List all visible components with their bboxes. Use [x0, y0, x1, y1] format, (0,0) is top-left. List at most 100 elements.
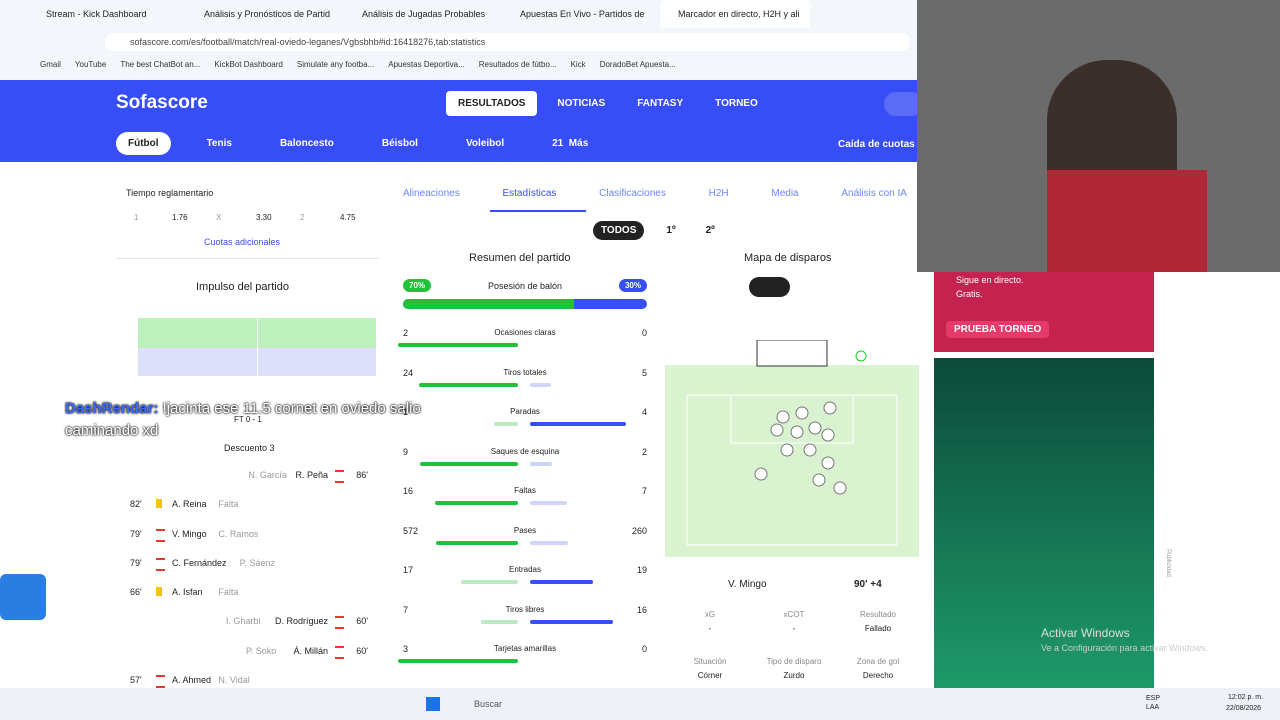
bookmark[interactable]: Gmail — [40, 60, 61, 69]
download-widget[interactable] — [0, 574, 46, 620]
sport[interactable]: Béisbol — [381, 138, 418, 149]
period[interactable]: 1º — [666, 225, 676, 236]
start[interactable] — [426, 697, 440, 711]
secondary: P. Soko — [245, 645, 277, 656]
bar-home — [481, 619, 518, 624]
sport[interactable]: 21 Más — [552, 138, 589, 149]
browser-tab[interactable]: Apuestas En Vivo - Partidos de — [520, 9, 645, 19]
lang: ESP LAA — [1146, 695, 1161, 711]
period[interactable]: 2º — [705, 225, 715, 236]
chat-message: !jacinta ese 11.5 cornet en oviedo salio… — [65, 400, 421, 439]
ad-button[interactable]: PRUEBA TORNEO — [946, 321, 1050, 338]
incident-icon — [156, 675, 165, 689]
bookmark[interactable]: Simulate any footba... — [296, 60, 375, 69]
taskbar-search[interactable]: Buscar — [474, 699, 503, 709]
bar-away — [530, 540, 568, 545]
shot-time: 90' +4 — [854, 579, 882, 590]
page-tab[interactable]: Estadísticas — [502, 188, 557, 199]
bookmark[interactable]: Apuestas Deportiva... — [388, 60, 465, 69]
sport[interactable]: Baloncesto — [279, 138, 334, 149]
bookmark[interactable]: The best ChatBot an... — [120, 60, 201, 69]
stat-home: 1 — [403, 407, 409, 417]
url[interactable]: sofascore.com/es/football/match/real-ovi… — [130, 37, 486, 47]
menu-item[interactable]: FANTASY — [637, 98, 684, 109]
incident-icon — [156, 528, 165, 542]
field-value: Zurdo — [783, 671, 805, 680]
stat-name: Tiros libres — [505, 604, 545, 614]
incident-icon — [335, 470, 344, 483]
player: Á. Millán — [293, 645, 328, 656]
stat-away: 4 — [641, 407, 647, 417]
date: 22/08/2026 — [1226, 705, 1262, 712]
chat-user: DashRendar: — [65, 400, 159, 417]
incident: 79' C. Fernández P. Sáenz — [126, 554, 376, 583]
stat-row: 16 Faltas 7 — [403, 484, 647, 524]
pitch — [665, 340, 919, 557]
odds-cell[interactable]: 4.75 — [340, 213, 356, 222]
secondary: C. Ramos — [218, 528, 259, 539]
odds-cell[interactable]: 3.30 — [256, 213, 272, 222]
player: A. Isfan — [172, 587, 203, 598]
browser-tab[interactable]: Stream - Kick Dashboard — [46, 9, 147, 19]
page-tab[interactable]: Análisis con IA — [841, 188, 907, 199]
minute: 66' — [130, 587, 142, 598]
incident: 79' V. Mingo C. Ramos — [126, 525, 376, 554]
shot-field: Resultado Fallado — [836, 610, 920, 633]
browser-tab[interactable]: Análisis y Pronósticos de Partid — [204, 9, 331, 19]
browser-tab[interactable]: Análisis de Jugadas Probables — [362, 9, 486, 19]
menu-item[interactable]: NOTICIAS — [557, 98, 606, 109]
bookmark[interactable]: YouTube — [74, 60, 107, 69]
field-value: Derecho — [862, 671, 894, 680]
ad-banner — [934, 272, 1154, 352]
minute: 60' — [356, 645, 368, 656]
sport[interactable]: Voleibol — [465, 138, 505, 149]
shot-field: Tipo de disparo Zurdo — [752, 657, 836, 680]
bookmark[interactable]: Resultados de fútbo... — [478, 60, 557, 69]
logo[interactable]: Sofascore — [116, 92, 208, 113]
stat-away: 0 — [641, 644, 647, 654]
stat-row: 17 Entradas 19 — [403, 563, 647, 603]
webcam — [917, 0, 1280, 272]
added-time: Descuento 3 — [224, 443, 275, 453]
main-menu: RESULTADOS NOTICIAS FANTASY TORNEO — [446, 91, 770, 116]
tab-underline — [490, 210, 586, 212]
minute: 79' — [130, 528, 142, 539]
ad-line: Sigue en directo. — [956, 275, 1024, 285]
odds-more[interactable]: Cuotas adicionales — [204, 237, 281, 247]
field-label: Resultado — [859, 610, 897, 619]
page-tab[interactable]: H2H — [708, 188, 729, 199]
momentum-title: Impulso del partido — [196, 281, 289, 293]
player: A. Ahmed — [172, 675, 212, 686]
page-tabs: Alineaciones Estadísticas Clasificaciones H… — [395, 180, 915, 207]
stat-away: 0 — [641, 328, 647, 338]
odds-cell[interactable]: 1.76 — [172, 213, 188, 222]
browser-tab[interactable]: Marcador en directo, H2H y ali — [660, 0, 810, 28]
stat-name: Faltas — [514, 486, 536, 495]
periods: TODOS 1º 2º — [593, 221, 723, 240]
page-tab[interactable]: Alineaciones — [403, 188, 460, 199]
stat-name: Paradas — [510, 407, 540, 416]
page-tab[interactable]: Media — [771, 188, 799, 199]
team-toggle[interactable] — [749, 277, 790, 297]
incident: 57' A. Ahmed N. Vidal — [126, 671, 376, 700]
menu-item[interactable]: TORNEO — [715, 98, 758, 109]
possession-away: 30% — [618, 279, 647, 292]
bookmark[interactable]: KickBot Dashboard — [214, 60, 283, 69]
ad-line: Gratis. — [956, 289, 983, 299]
bookmark[interactable]: Kick — [570, 60, 586, 69]
bookmark[interactable]: DoradoBet Apuesta... — [599, 60, 676, 69]
period[interactable]: TODOS — [593, 221, 645, 240]
page-tab[interactable]: Clasificaciones — [599, 188, 666, 199]
stat-name: Tarjetas amarillas — [493, 644, 557, 653]
bar-away — [530, 619, 614, 624]
secondary: N. Vidal — [218, 675, 250, 686]
field-label: xCOT — [783, 610, 805, 619]
stat-home: 9 — [403, 446, 409, 457]
stat-away: 16 — [636, 604, 647, 615]
sport[interactable]: Tenis — [206, 138, 232, 149]
sport[interactable]: Fútbol — [116, 132, 171, 155]
field-value: Fallado — [864, 624, 892, 633]
menu-item[interactable]: RESULTADOS — [446, 91, 538, 116]
odds-drop[interactable]: Caída de cuotas — [838, 139, 915, 150]
minute: 79' — [130, 557, 142, 568]
